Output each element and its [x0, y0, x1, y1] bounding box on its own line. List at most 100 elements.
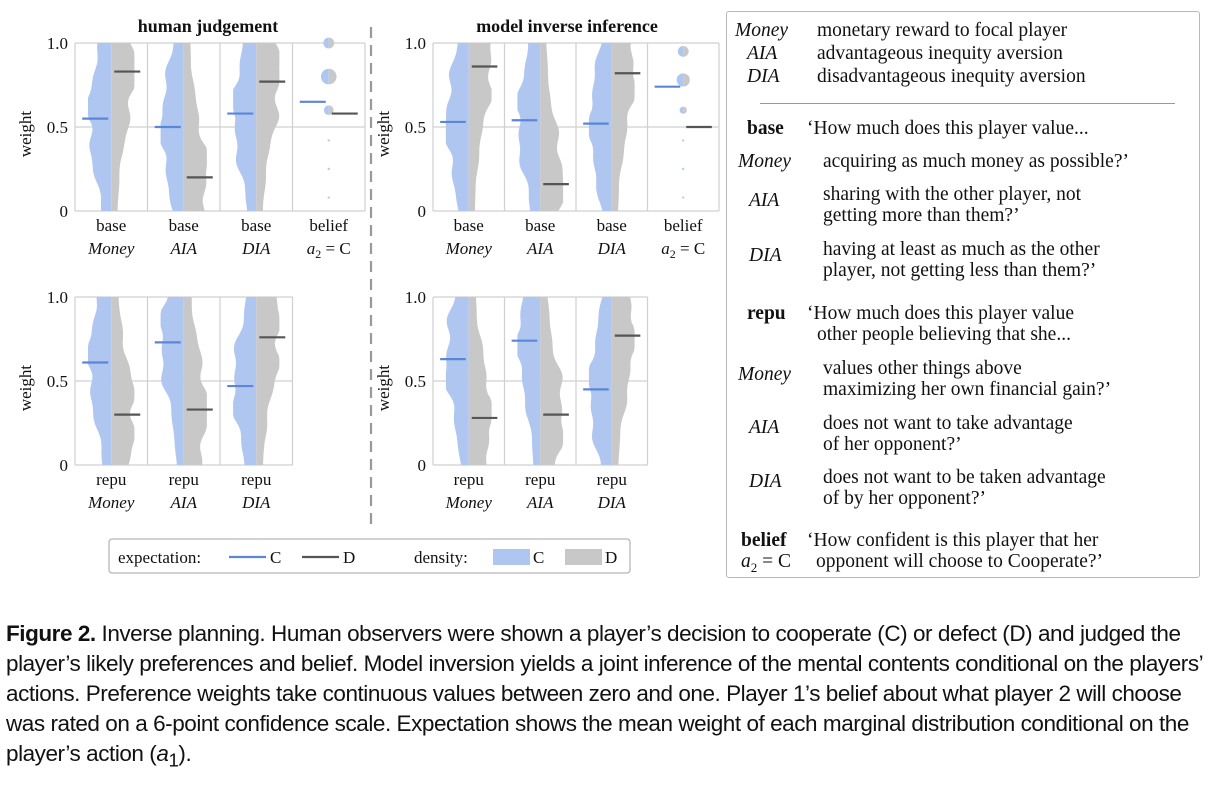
def-text-money: monetary reward to focal player	[817, 20, 1068, 41]
density-c-dia	[233, 43, 257, 211]
category-label: base	[454, 216, 484, 235]
category-sublabel-index: 2	[670, 247, 676, 261]
density-c-money	[88, 43, 112, 211]
density-c-money	[445, 297, 469, 465]
belief-dot-c	[682, 196, 684, 199]
category-sublabel: DIA	[597, 493, 627, 512]
category-label: repu	[597, 470, 628, 489]
def-term-aia: AIA	[747, 43, 778, 64]
base-dia-text-1: having at least as much as the other	[823, 239, 1100, 260]
legend-density-c-label: C	[533, 548, 544, 567]
legend-expectation-label: expectation:	[118, 548, 201, 567]
base-dia-term: DIA	[749, 245, 782, 266]
y-tick-label: 0	[60, 202, 69, 221]
def-text-dia: disadvantageous inequity aversion	[817, 66, 1086, 87]
repu-aia-text-2: of her opponent?’	[823, 434, 962, 455]
legend-expectation-d-label: D	[343, 548, 355, 567]
caption-tail: ).	[178, 741, 192, 766]
category-sublabel: a2 = C	[661, 239, 705, 261]
panel-model-base: weight 0 0.5 1.0 base Money base AIA base DIA beli…	[374, 34, 720, 261]
panel-model-repu: weight 0 0.5 1.0 repu Money repu AIA repu DIA	[374, 288, 649, 512]
base-dia-text-2: player, not getting less than them?’	[823, 260, 1097, 281]
belief-sub-rest: = C	[757, 551, 792, 572]
def-term-dia: DIA	[747, 66, 780, 87]
belief-sub-idx: 2	[750, 559, 758, 575]
category-label: belief	[309, 216, 348, 235]
legend-expectation-c-label: C	[270, 548, 281, 567]
repu-dia-text-1: does not want to be taken advantage	[823, 467, 1106, 488]
legend-density-c-swatch	[493, 549, 530, 565]
category-sublabel: Money	[445, 239, 493, 258]
category-label: repu	[525, 470, 556, 489]
belief-dot-c	[327, 167, 329, 171]
figure-caption: Figure 2. Inverse planning. Human observ…	[6, 619, 1221, 776]
panel-human-repu: weight 0 0.5 1.0 repu Money repu AIA repu DIA	[16, 288, 294, 512]
repu-aia-term: AIA	[749, 417, 780, 438]
category-sublabel: Money	[445, 493, 493, 512]
density-d-aia	[183, 297, 207, 465]
y-axis-label: weight	[374, 111, 393, 158]
belief-dot-d	[683, 167, 685, 171]
belief-dot-c	[327, 139, 329, 142]
repu-dia-text-2: of by her opponent?’	[823, 488, 986, 509]
category-sublabel: a2 = C	[307, 239, 351, 261]
y-tick-label: 0	[418, 456, 427, 475]
repu-money-text-2: maximizing her own financial gain?’	[823, 379, 1112, 400]
category-label: repu	[241, 470, 272, 489]
caption-a: a	[156, 741, 169, 766]
belief-dot-c	[320, 68, 329, 85]
belief-dot-d	[683, 139, 685, 142]
belief-dot-d	[328, 37, 335, 49]
category-label: belief	[664, 216, 703, 235]
density-c-aia	[160, 297, 184, 465]
y-tick-label: 1.0	[405, 34, 426, 53]
y-tick-label: 0	[60, 456, 69, 475]
density-c-dia	[233, 297, 257, 465]
category-sublabel-rest: = C	[321, 239, 350, 258]
caption-label: Figure 2.	[6, 621, 96, 646]
repu-aia-text-1: does not want to take advantage	[823, 413, 1073, 434]
repu-dia-term: DIA	[749, 471, 782, 492]
belief-dot-d	[328, 196, 330, 199]
belief-dot-c	[677, 46, 684, 57]
def-term-money: Money	[735, 20, 789, 41]
repu-money-text-1: values other things above	[823, 358, 1022, 379]
density-d-aia	[540, 43, 564, 211]
belief-dot-d	[683, 196, 685, 199]
base-aia-text-1: sharing with the other player, not	[823, 184, 1082, 205]
y-axis-label: weight	[16, 111, 35, 158]
category-label: repu	[454, 470, 485, 489]
belief-dot-d	[328, 68, 337, 85]
density-c-aia	[517, 43, 541, 211]
y-axis-label: weight	[16, 365, 35, 412]
belief-dot-d	[328, 139, 330, 142]
category-label: base	[169, 216, 199, 235]
base-head: base	[747, 118, 784, 139]
category-label: base	[525, 216, 555, 235]
category-sublabel: AIA	[526, 239, 554, 258]
category-sublabel-rest: = C	[676, 239, 705, 258]
belief-sub-label: a2 = C	[741, 551, 791, 578]
density-c-dia	[588, 297, 612, 465]
y-tick-label: 1.0	[405, 288, 426, 307]
y-tick-label: 1.0	[47, 288, 68, 307]
caption-sub: 1	[168, 749, 179, 771]
category-sublabel-var: a	[661, 239, 670, 258]
density-d-dia	[611, 43, 635, 211]
human-judgement-title: human judgement	[138, 16, 279, 36]
caption-text: Inverse planning. Human observers were s…	[6, 621, 1203, 766]
density-d-dia	[256, 297, 280, 465]
category-label: base	[241, 216, 271, 235]
belief-dot-d	[683, 73, 690, 87]
category-sublabel: DIA	[241, 493, 271, 512]
legend-density-label: density:	[414, 548, 468, 567]
belief-dot-c	[323, 37, 329, 49]
belief-sub-var: a	[741, 551, 751, 572]
def-text-aia: advantageous inequity aversion	[817, 43, 1063, 64]
category-sublabel: AIA	[170, 239, 198, 258]
density-c-dia	[588, 43, 612, 211]
base-aia-term: AIA	[749, 190, 780, 211]
category-label: repu	[169, 470, 200, 489]
panel-human-base: weight 0 0.5 1.0 base Money base AIA base DIA beli…	[16, 34, 366, 261]
y-tick-label: 0	[418, 202, 427, 221]
